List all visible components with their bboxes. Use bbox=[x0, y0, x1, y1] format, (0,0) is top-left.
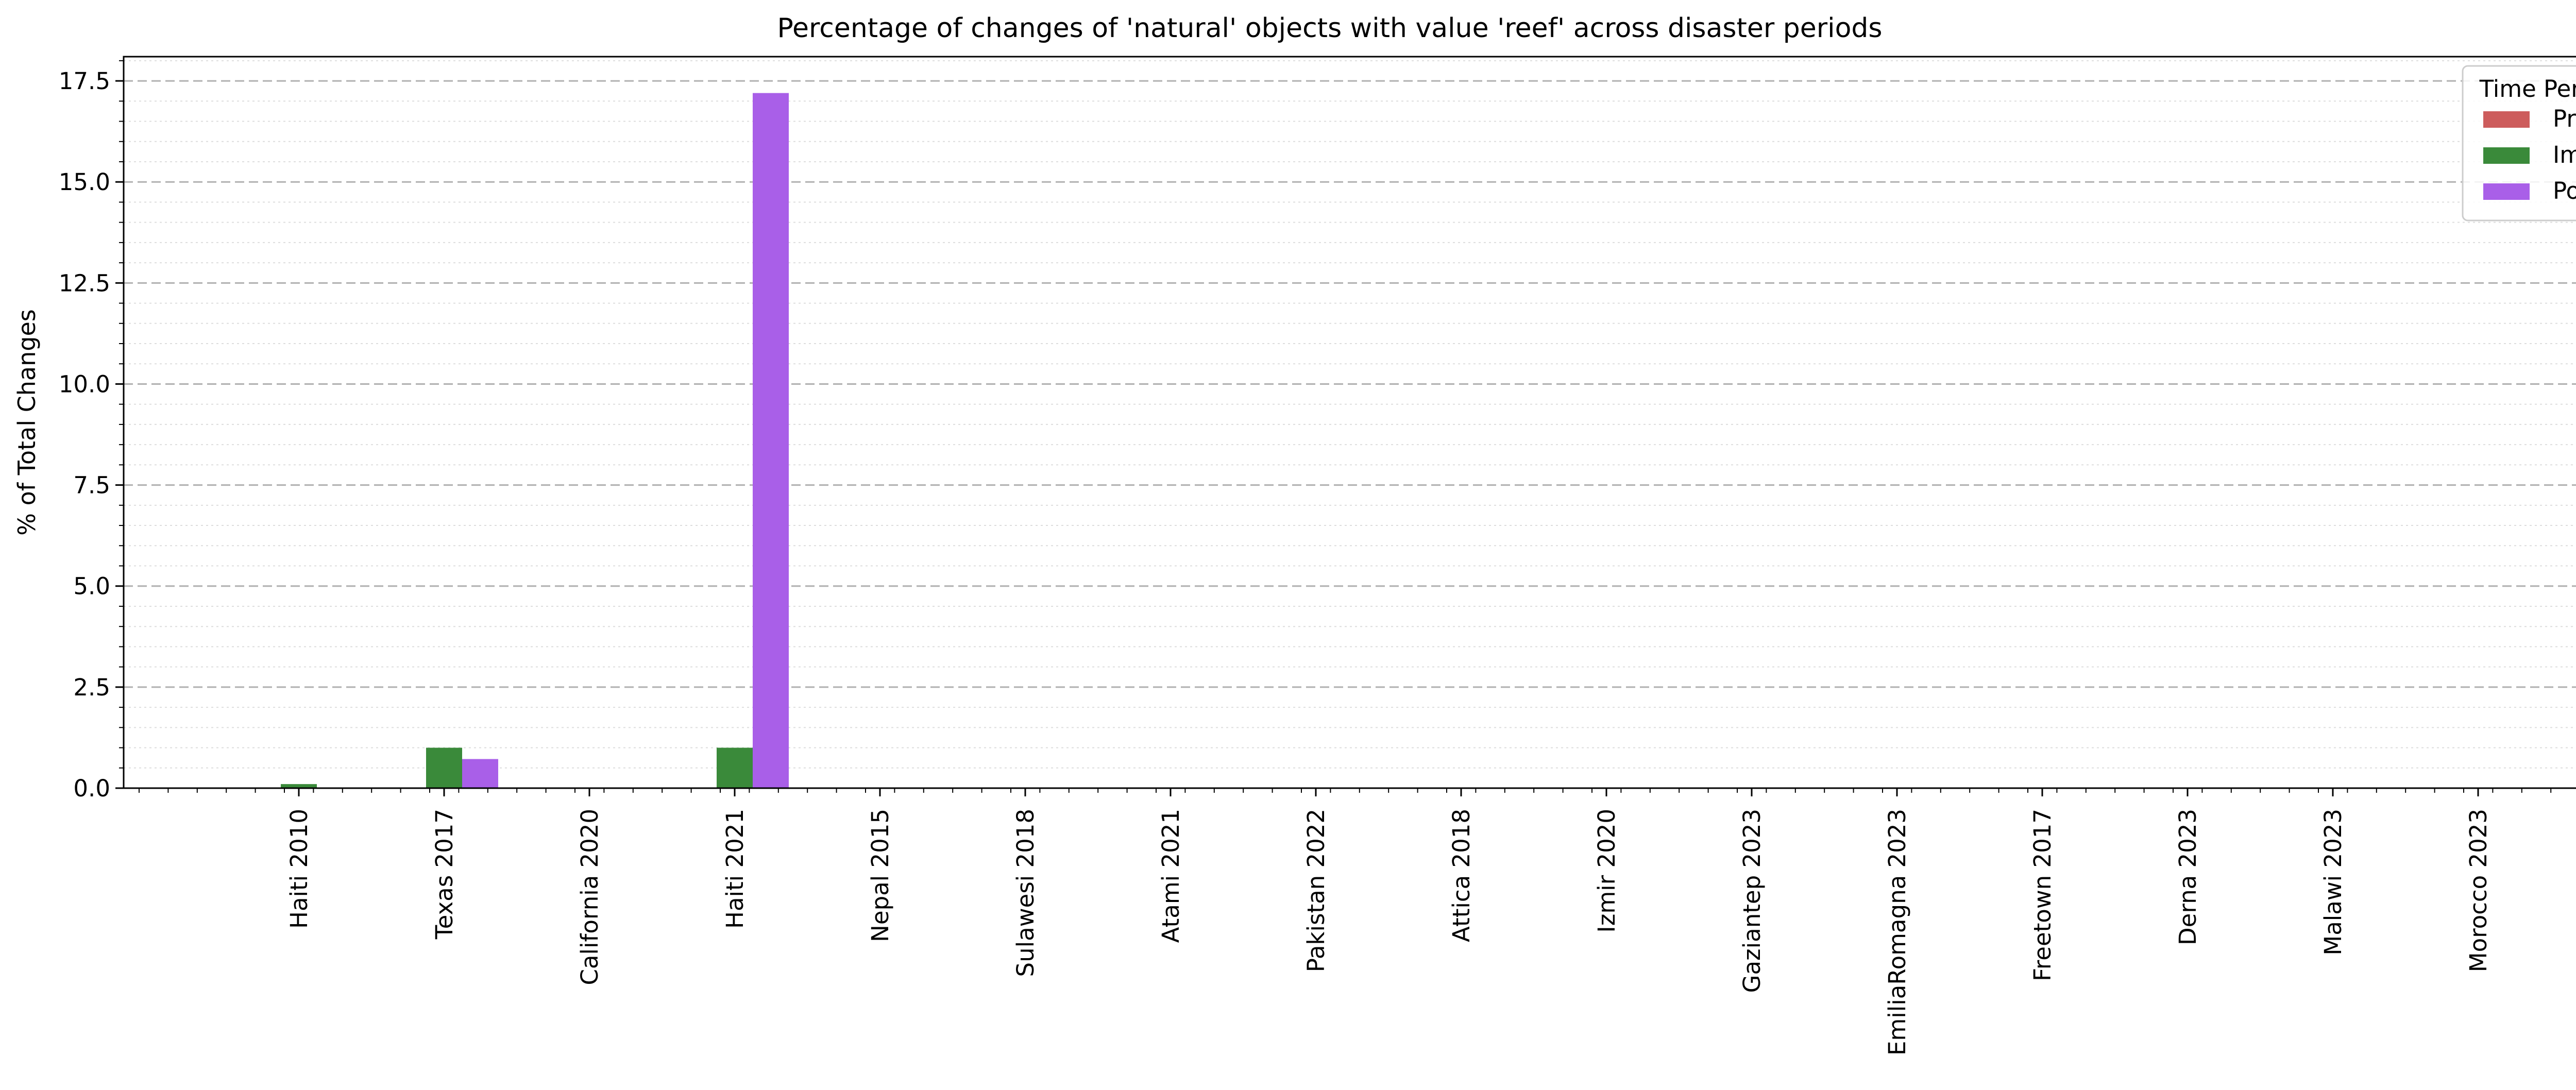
y-tick-label: 5.0 bbox=[73, 573, 110, 600]
x-tick-label: Haiti 2010 bbox=[285, 809, 313, 929]
x-tick-label: Pakistan 2022 bbox=[1302, 809, 1330, 972]
grid bbox=[124, 60, 2576, 769]
legend-label-imm: Imm bbox=[2553, 141, 2576, 168]
bars bbox=[281, 93, 789, 788]
plot-frame bbox=[123, 56, 2576, 789]
x-tick-label: Morocco 2023 bbox=[2465, 809, 2492, 972]
y-axis: 0.0 2.5 5.0 7.5 10.0 12.5 15.0 17.5 bbox=[59, 60, 124, 802]
legend-swatch-post bbox=[2483, 183, 2530, 200]
x-tick-label: Malawi 2023 bbox=[2319, 809, 2347, 956]
legend-label-post: Post bbox=[2553, 177, 2576, 205]
x-tick-label: Attica 2018 bbox=[1448, 809, 1475, 942]
bar-imm bbox=[281, 784, 317, 788]
x-tick-label: Sulawesi 2018 bbox=[1012, 809, 1039, 977]
y-tick-label: 0.0 bbox=[73, 775, 110, 802]
x-tick-label: Derna 2023 bbox=[2174, 809, 2201, 945]
x-tick-label: Gaziantep 2023 bbox=[1738, 809, 1766, 993]
bar-imm bbox=[426, 747, 462, 788]
x-tick-label: Freetown 2017 bbox=[2029, 809, 2056, 981]
y-tick-label: 10.0 bbox=[59, 370, 110, 398]
y-tick-label: 7.5 bbox=[73, 472, 110, 499]
legend: Time Period Pre Imm Post bbox=[2462, 65, 2576, 222]
legend-swatch-pre bbox=[2483, 111, 2530, 128]
bar-imm bbox=[717, 747, 753, 788]
x-tick-label: EmiliaRomagna 2023 bbox=[1884, 809, 1911, 1055]
y-tick-label: 17.5 bbox=[59, 67, 110, 95]
chart-title: Percentage of changes of 'natural' objec… bbox=[777, 13, 1883, 44]
y-tick-label: 12.5 bbox=[59, 269, 110, 297]
bar-post bbox=[753, 93, 789, 788]
y-axis-label: % of Total Changes bbox=[13, 309, 41, 535]
x-tick-label: Haiti 2021 bbox=[721, 809, 749, 929]
legend-box bbox=[2462, 65, 2576, 222]
legend-title: Time Period bbox=[2479, 75, 2576, 103]
bar-post bbox=[462, 759, 498, 788]
y-tick-label: 15.0 bbox=[59, 168, 110, 196]
x-tick-label: California 2020 bbox=[576, 809, 603, 985]
y-tick-label: 2.5 bbox=[73, 674, 110, 701]
x-tick-label: Atami 2021 bbox=[1157, 809, 1184, 943]
legend-swatch-imm bbox=[2483, 147, 2530, 164]
legend-label-pre: Pre bbox=[2553, 105, 2576, 132]
x-tick-label: Texas 2017 bbox=[431, 809, 458, 940]
legend-items: Pre Imm Post bbox=[2483, 105, 2576, 205]
x-tick-label: Nepal 2015 bbox=[867, 809, 894, 942]
x-axis: Haiti 2010 Texas 2017 California 2020 Haiti… bbox=[139, 788, 2552, 1055]
x-tick-label: Izmir 2020 bbox=[1593, 809, 1620, 933]
